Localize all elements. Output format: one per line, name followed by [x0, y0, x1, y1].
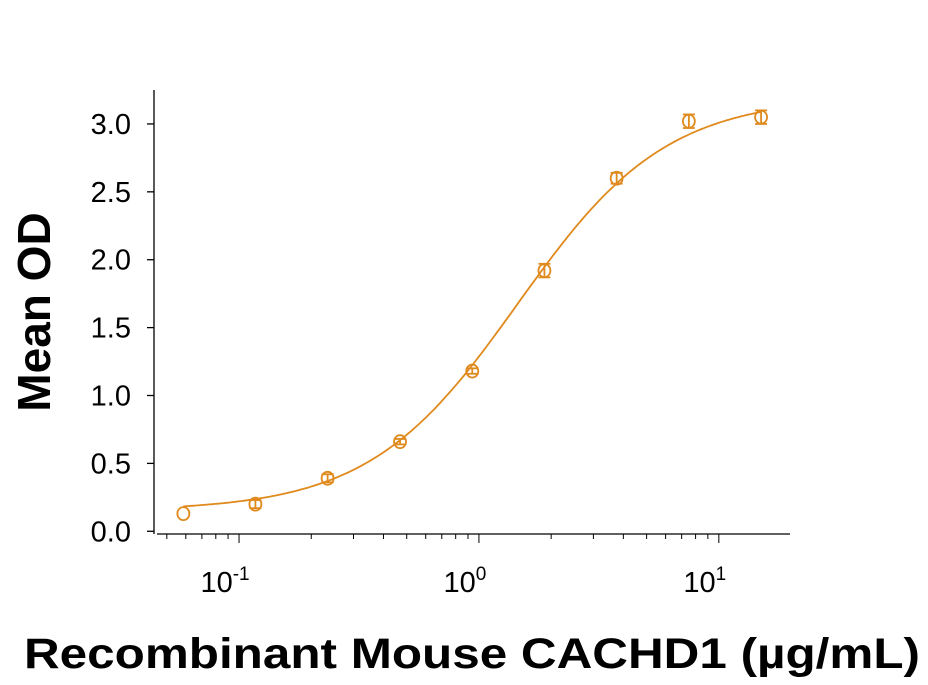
x-tick-base: 10 — [200, 567, 232, 599]
point-marker — [681, 113, 696, 129]
x-tick-label: 101 — [683, 564, 726, 599]
data-point — [465, 363, 480, 379]
y-tick-label: 3.0 — [91, 109, 131, 141]
axes — [153, 90, 790, 535]
data-point — [537, 262, 552, 279]
y-axis-title: Mean OD — [8, 212, 60, 411]
x-tick-base: 10 — [444, 567, 476, 599]
y-tick-label: 1.0 — [91, 381, 131, 413]
point-marker — [248, 496, 263, 512]
data-point — [176, 506, 191, 522]
y-tick-label: 0.5 — [91, 448, 131, 480]
ticks: 0.00.51.01.52.02.53.010-1 100 101 — [91, 109, 727, 599]
data-point — [609, 170, 624, 186]
point-marker — [609, 170, 624, 186]
data-point — [248, 496, 263, 512]
data-point — [320, 470, 335, 486]
point-marker — [465, 363, 480, 379]
point-marker — [537, 263, 552, 278]
y-tick-label: 0.0 — [91, 516, 131, 548]
data-marks — [176, 109, 768, 522]
data-point — [754, 109, 768, 125]
x-tick-label: 100 — [444, 564, 487, 599]
y-tick-label: 2.5 — [91, 177, 131, 209]
x-tick-exponent: 1 — [716, 564, 727, 585]
x-tick-label: 10-1 — [200, 564, 249, 599]
point-marker — [393, 434, 407, 450]
point-marker — [754, 109, 768, 125]
fit-curve — [183, 111, 762, 508]
data-point — [681, 113, 696, 129]
point-marker — [176, 506, 191, 522]
x-axis-title: Recombinant Mouse CACHD1 (µg/mL) — [24, 630, 920, 678]
y-tick-label: 1.5 — [91, 313, 131, 345]
x-tick-exponent: 0 — [476, 564, 487, 585]
point-marker — [320, 470, 335, 486]
x-tick-base: 10 — [683, 567, 715, 599]
data-point — [393, 434, 407, 450]
y-tick-label: 2.0 — [91, 245, 131, 277]
x-tick-exponent: -1 — [233, 564, 250, 585]
